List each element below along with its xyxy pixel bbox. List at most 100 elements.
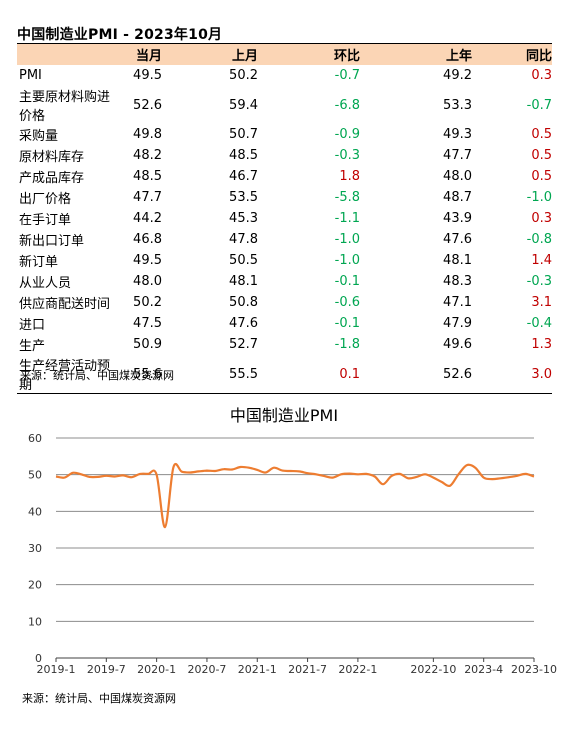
- data-point: [155, 474, 157, 476]
- indicator-name: 生产: [19, 339, 46, 354]
- data-point: [122, 474, 124, 476]
- x-tick-label: 2022-10: [410, 663, 456, 676]
- y-tick-label: 20: [28, 579, 42, 592]
- previous-value: 50.5: [229, 253, 258, 268]
- data-point: [114, 475, 116, 477]
- yoy-change: 1.4: [531, 253, 552, 268]
- mom-change: -0.3: [334, 148, 360, 163]
- last-year-value: 48.7: [443, 190, 472, 205]
- previous-value: 50.8: [229, 295, 258, 310]
- table-row: 在手订单 44.2 45.3 -1.1 43.9 0.3: [17, 208, 552, 229]
- mom-change: -0.9: [334, 127, 360, 142]
- indicator-name: 新订单: [19, 255, 59, 270]
- data-point: [306, 472, 308, 474]
- data-point: [206, 469, 208, 471]
- data-point: [248, 467, 250, 469]
- mom-change: 1.8: [339, 169, 360, 184]
- table-row: 生产经营活动预期 55.6 55.5 0.1 52.6 3.0: [17, 355, 552, 394]
- indicator-name: 出厂价格: [19, 192, 72, 207]
- chart-title: 中国制造业PMI: [229, 406, 339, 425]
- current-value: 49.8: [133, 127, 162, 142]
- chart-source: 来源：统计局、中国煤炭资源网: [22, 692, 176, 705]
- x-tick-label: 2021-1: [238, 663, 277, 676]
- table-row: PMI 49.5 50.2 -0.7 49.2 0.3: [17, 65, 552, 86]
- data-point: [457, 473, 459, 475]
- data-point: [88, 476, 90, 478]
- previous-value: 53.5: [229, 190, 258, 205]
- last-year-value: 47.1: [443, 295, 472, 310]
- data-point: [432, 476, 434, 478]
- table-row: 主要原材料购进价格 52.6 59.4 -6.8 53.3 -0.7: [17, 86, 552, 124]
- pmi-line-chart: 0 10 20 30 40 50 60 2019-1 2019-7 2020-1 2020-7 202…: [28, 432, 557, 676]
- last-year-value: 48.0: [443, 169, 472, 184]
- yoy-change: 0.5: [531, 127, 552, 142]
- x-tick-label: 2023-10: [511, 663, 557, 676]
- current-value: 48.2: [133, 148, 162, 163]
- data-point: [483, 476, 485, 478]
- last-year-value: 49.6: [443, 337, 472, 352]
- data-point: [332, 476, 334, 478]
- yoy-change: 3.0: [472, 355, 552, 394]
- data-point: [524, 473, 526, 475]
- yoy-change: 0.5: [531, 169, 552, 184]
- mom-change: -1.0: [334, 232, 360, 247]
- table-row: 从业人员 48.0 48.1 -0.1 48.3 -0.3: [17, 271, 552, 292]
- data-point: [374, 475, 376, 477]
- header-last-year: 上年: [360, 44, 472, 65]
- table-row: 产成品库存 48.5 46.7 1.8 48.0 0.5: [17, 166, 552, 187]
- header-current: 当月: [116, 44, 162, 65]
- data-point: [441, 481, 443, 483]
- previous-value: 48.5: [229, 148, 258, 163]
- pmi-series-line: [55, 462, 535, 529]
- title-rule: [17, 43, 552, 44]
- yoy-change: 0.3: [531, 211, 552, 226]
- data-point: [407, 477, 409, 479]
- x-tick-label: 2019-7: [87, 663, 126, 676]
- table-row: 新出口订单 46.8 47.8 -1.0 47.6 -0.8: [17, 229, 552, 250]
- current-value: 46.8: [133, 232, 162, 247]
- indicator-name: 供应商配送时间: [19, 297, 111, 312]
- data-point: [197, 470, 199, 472]
- indicator-name: 产成品库存: [19, 171, 85, 186]
- indicator-name: 在手订单: [19, 213, 72, 228]
- data-point: [449, 485, 451, 487]
- mom-change: -5.8: [334, 190, 360, 205]
- mom-change: -6.8: [334, 97, 360, 113]
- indicator-name: PMI: [19, 68, 42, 83]
- last-year-value: 43.9: [443, 211, 472, 226]
- data-point: [72, 472, 74, 474]
- page-title: 中国制造业PMI - 2023年10月: [17, 27, 223, 43]
- last-year-value: 52.6: [360, 355, 472, 394]
- data-point: [415, 476, 417, 478]
- data-point: [348, 472, 350, 474]
- data-point: [516, 475, 518, 477]
- previous-value: 59.4: [229, 97, 258, 113]
- x-tick-label: 2022-1: [338, 663, 377, 676]
- x-tick-label: 2021-7: [288, 663, 327, 676]
- data-point: [466, 464, 468, 466]
- data-point: [273, 467, 275, 469]
- data-point: [390, 475, 392, 477]
- data-point: [189, 471, 191, 473]
- table-row: 原材料库存 48.2 48.5 -0.3 47.7 0.5: [17, 145, 552, 166]
- current-value: 55.6: [116, 355, 162, 394]
- data-point: [365, 473, 367, 475]
- data-point: [181, 471, 183, 473]
- data-point: [239, 466, 241, 468]
- previous-value: 46.7: [229, 169, 258, 184]
- y-tick-label: 10: [28, 615, 42, 628]
- current-value: 49.5: [133, 253, 162, 268]
- previous-value: 50.7: [229, 127, 258, 142]
- current-value: 48.0: [133, 274, 162, 289]
- header-yoy: 同比: [472, 44, 552, 65]
- last-year-value: 47.7: [443, 148, 472, 163]
- current-value: 47.5: [133, 316, 162, 331]
- last-year-value: 49.2: [443, 68, 472, 83]
- data-point: [214, 470, 216, 472]
- table-row: 供应商配送时间 50.2 50.8 -0.6 47.1 3.1: [17, 292, 552, 313]
- yoy-change: 0.5: [531, 148, 552, 163]
- data-point: [508, 476, 510, 478]
- current-value: 52.6: [133, 97, 162, 113]
- data-point: [147, 473, 149, 475]
- data-point: [256, 469, 258, 471]
